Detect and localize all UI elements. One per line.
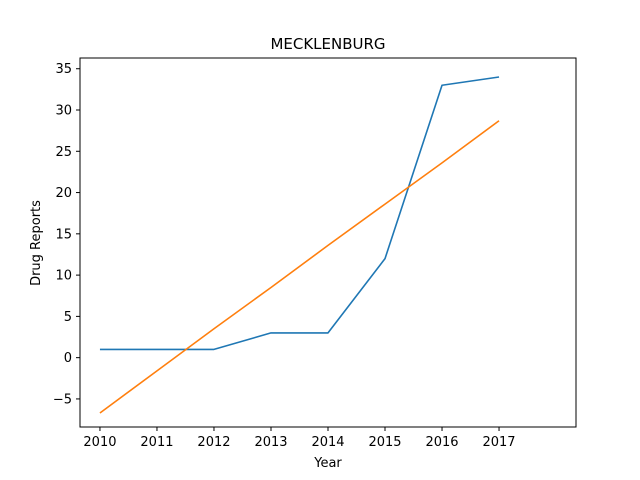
plot-frame (79, 57, 577, 428)
y-tick-label: 10 (55, 269, 72, 284)
x-tick-label: 2010 (83, 435, 116, 450)
x-tick-label: 2013 (254, 435, 287, 450)
x-tick-label: 2011 (140, 435, 173, 450)
y-tick-label: 30 (55, 104, 72, 119)
y-tick-label: −5 (53, 392, 72, 407)
plot-area (99, 76, 500, 414)
series-line-2 (99, 120, 500, 414)
y-axis-label: Drug Reports (29, 200, 44, 286)
x-tick-label: 2016 (425, 435, 458, 450)
y-tick-label: 35 (55, 62, 72, 77)
y-tick-label: 25 (55, 145, 72, 160)
x-tick-label: 2017 (482, 435, 515, 450)
y-tick-label: 15 (55, 227, 72, 242)
chart-title: MECKLENBURG (270, 35, 385, 53)
x-axis-ticks: 2010 2011 2012 2013 2014 2015 2016 2017 (83, 427, 516, 450)
x-tick-label: 2012 (197, 435, 230, 450)
x-axis-label: Year (313, 456, 342, 471)
y-tick-label: 0 (64, 351, 72, 366)
y-axis-ticks: −5 0 5 10 15 20 25 30 35 (53, 62, 80, 407)
x-tick-label: 2015 (368, 435, 401, 450)
series-line-1 (99, 76, 500, 351)
y-tick-label: 20 (55, 186, 72, 201)
y-tick-label: 5 (64, 310, 72, 325)
x-tick-label: 2014 (311, 435, 344, 450)
